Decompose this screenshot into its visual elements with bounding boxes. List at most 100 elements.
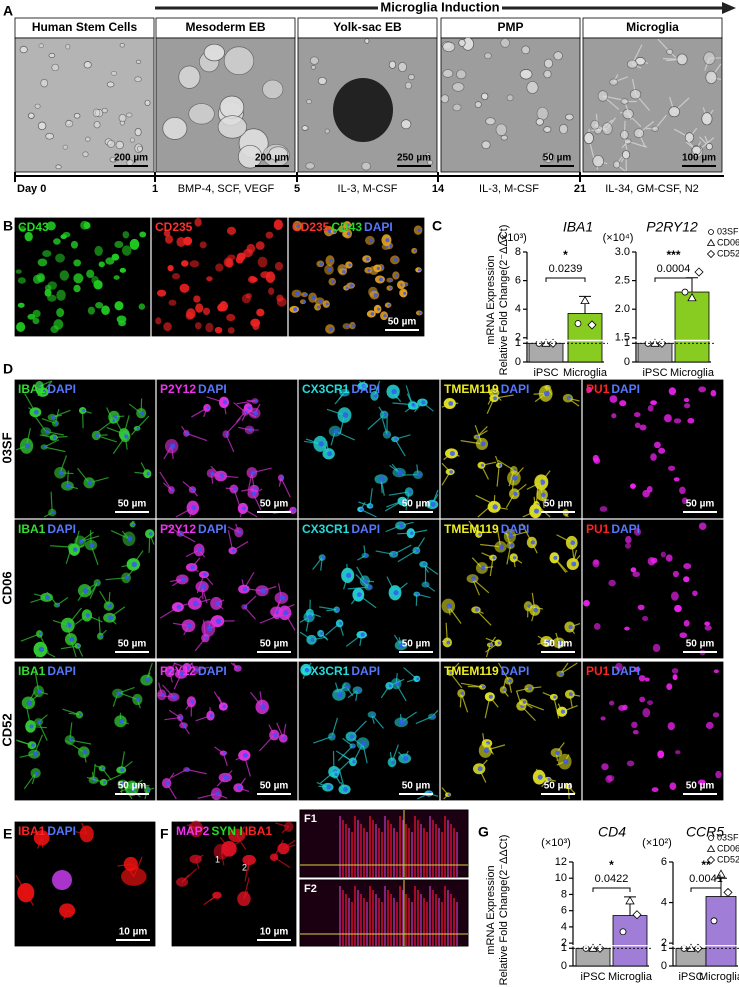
cell <box>521 45 530 55</box>
cell <box>586 386 593 393</box>
data-point <box>708 835 714 841</box>
cell <box>663 414 672 423</box>
nucleus <box>383 413 387 417</box>
nucleus <box>345 324 350 328</box>
chart-title: P2RY12 <box>646 219 698 235</box>
stain-name: P2Y12 <box>160 664 196 678</box>
nucleus <box>368 238 373 243</box>
cell <box>631 721 638 729</box>
micrograph <box>14 661 156 801</box>
stain-name: DAPI <box>611 522 640 536</box>
cell <box>683 619 690 627</box>
nucleus <box>480 441 486 447</box>
cell <box>500 134 508 141</box>
cell <box>456 69 467 80</box>
stain-label: PU1 DAPI <box>586 382 640 396</box>
cell <box>526 81 539 94</box>
stain-label: PU1 DAPI <box>586 664 640 678</box>
nucleus <box>222 751 226 755</box>
cell <box>217 303 225 312</box>
cell <box>121 867 147 886</box>
panel-letter: E <box>3 826 12 842</box>
cell <box>653 441 661 449</box>
timeline-day: 1 <box>152 183 158 195</box>
stain-name: TMEM119 <box>444 664 499 678</box>
nucleus <box>555 750 560 756</box>
cell <box>274 261 284 271</box>
cell <box>388 60 397 69</box>
cell <box>703 51 716 65</box>
stain-name: TMEM119 <box>444 382 499 396</box>
cell <box>186 308 196 319</box>
cell <box>544 58 554 69</box>
cell <box>241 294 251 304</box>
cell <box>615 662 623 672</box>
nucleus <box>447 793 451 797</box>
cell <box>590 119 600 130</box>
cell <box>629 89 642 100</box>
cell <box>189 820 204 838</box>
nucleus <box>391 388 397 395</box>
y-tick-label: 4 <box>561 921 567 933</box>
cell <box>215 263 224 272</box>
stain-name: DAPI <box>501 522 530 536</box>
cell-process <box>496 465 500 487</box>
cell <box>16 322 26 332</box>
nucleus <box>343 786 348 792</box>
nucleus <box>237 666 241 671</box>
cell <box>17 302 25 308</box>
cell <box>32 274 42 284</box>
cell <box>247 275 257 284</box>
nucleus <box>82 409 86 413</box>
nucleus <box>206 625 213 632</box>
nucleus <box>136 426 140 430</box>
stain-label: CD43 <box>18 220 49 234</box>
nucleus <box>397 469 403 476</box>
nucleus <box>483 747 489 754</box>
nucleus <box>359 507 363 511</box>
cell <box>73 273 84 284</box>
nucleus <box>401 499 406 504</box>
cell <box>683 563 692 570</box>
nucleus <box>51 510 55 515</box>
stain-name: DAPI <box>611 664 640 678</box>
cell <box>27 112 35 119</box>
data-point <box>588 943 598 952</box>
data-point <box>681 288 689 296</box>
nucleus <box>124 434 129 439</box>
nucleus <box>431 715 435 719</box>
stage-label: Yolk-sac EB <box>333 20 402 34</box>
nucleus <box>360 632 365 637</box>
cell <box>163 322 172 332</box>
nucleus <box>51 415 55 420</box>
cell <box>228 828 246 843</box>
cell <box>634 422 641 429</box>
cell <box>212 891 222 899</box>
cell <box>715 770 722 779</box>
nucleus <box>480 565 486 571</box>
cell <box>219 95 245 119</box>
bar <box>705 896 737 967</box>
stain-name: DAPI <box>198 382 227 396</box>
cell <box>155 317 162 325</box>
nucleus <box>522 700 527 704</box>
cell <box>15 269 22 274</box>
nucleus <box>377 307 381 311</box>
nucleus <box>242 752 248 758</box>
y-tick-label: 6 <box>661 856 667 868</box>
stain-name: DAPI <box>351 664 380 678</box>
nucleus <box>346 572 352 578</box>
stain-label: P2Y12 DAPI <box>160 664 227 678</box>
scale-bar-label: 50 µm <box>260 781 289 792</box>
nucleus <box>54 421 58 425</box>
scale-bar-label: 100 µm <box>682 153 716 164</box>
cell <box>214 326 223 334</box>
nucleus <box>331 735 335 739</box>
nucleus <box>533 607 538 613</box>
nucleus <box>248 427 253 432</box>
cell <box>644 677 650 682</box>
cell <box>164 234 174 244</box>
cell <box>109 156 118 163</box>
cell <box>189 854 202 864</box>
cell <box>252 321 260 331</box>
